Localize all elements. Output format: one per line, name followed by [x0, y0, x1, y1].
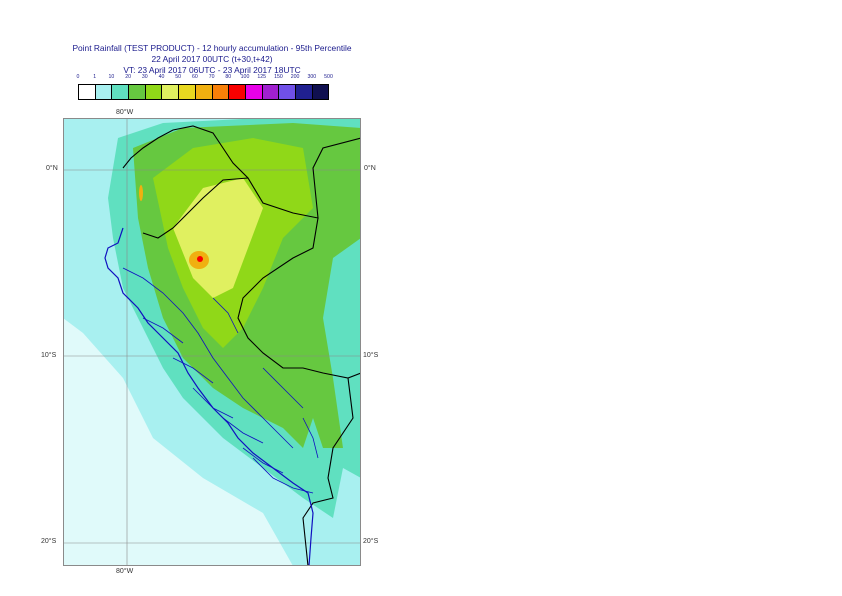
- rain-hotspot-north-orange: [139, 185, 143, 201]
- legend-tick-label: 300: [307, 74, 317, 80]
- legend-swatch: [194, 84, 213, 100]
- rainfall-map: [63, 118, 361, 566]
- legend-tick-label: 10: [108, 74, 115, 80]
- legend-tick-label: 500: [324, 74, 333, 80]
- legend-swatch: [278, 84, 296, 100]
- legend-tick-label: 30: [141, 74, 148, 80]
- legend-swatch: [128, 84, 146, 100]
- legend-swatch: [144, 84, 163, 100]
- national-borders: [122, 125, 361, 566]
- legend-tick-label: 150: [274, 74, 283, 80]
- legend-tick-label: 200: [290, 74, 300, 80]
- legend-tick-label: 40: [158, 74, 165, 80]
- lat-label-10s-right: 10°S: [363, 352, 379, 359]
- map-title: Point Rainfall (TEST PRODUCT) - 12 hourl…: [72, 43, 352, 53]
- legend-swatch: [294, 84, 313, 100]
- legend-swatch: [111, 84, 130, 100]
- legend-swatch: [161, 84, 180, 100]
- legend-tick-label: 70: [208, 74, 215, 80]
- lon-label-bottom: 80°W: [116, 568, 134, 575]
- legend-swatch: [78, 84, 96, 100]
- rain-hotspot-red: [197, 256, 203, 262]
- legend-swatch: [244, 84, 263, 100]
- lat-label-20s-right: 20°S: [363, 538, 379, 545]
- offshore-light-area: [63, 318, 293, 566]
- legend-swatch: [211, 84, 230, 100]
- map-frame: [63, 118, 361, 566]
- legend-tick-labels: 0 1 10 20 30 40 50 60 70 80 100 125 150 200 300 500: [0, 74, 420, 84]
- coastline: [104, 227, 314, 566]
- legend-tick-label: 100: [240, 74, 250, 80]
- legend-tick-label: 60: [192, 74, 198, 80]
- legend-swatch: [228, 84, 246, 100]
- legend-tick-label: 20: [125, 74, 131, 80]
- lat-label-10s-left: 10°S: [41, 352, 57, 359]
- legend-tick-label: 1: [93, 74, 97, 80]
- legend-tick-label: 50: [175, 74, 182, 80]
- legend-tick-label: 0: [76, 74, 80, 80]
- legend-swatch: [178, 84, 196, 100]
- map-validity-time: VT: 23 April 2017 06UTC - 23 April 2017 …: [123, 65, 301, 75]
- lat-label-20s-left: 20°S: [41, 538, 57, 545]
- lon-label-top: 80°W: [116, 109, 134, 116]
- legend-swatch: [261, 84, 280, 100]
- lat-label-eq-left: 0°N: [46, 165, 58, 172]
- map-run-time: 22 April 2017 00UTC (t+30,t+42): [151, 54, 273, 64]
- legend-swatch: [94, 84, 113, 100]
- lat-label-eq-right: 0°N: [364, 165, 376, 172]
- legend-tick-label: 125: [257, 74, 267, 80]
- legend-tick-label: 80: [225, 74, 232, 80]
- legend-swatch: [311, 84, 330, 100]
- legend-color-bar: [78, 84, 330, 100]
